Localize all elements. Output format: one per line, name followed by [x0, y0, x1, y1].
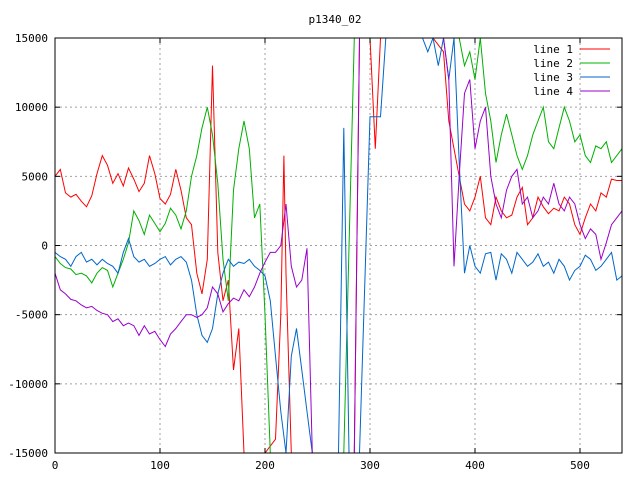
chart-title: p1340_02	[309, 13, 362, 26]
y-tick-label-4: 5000	[22, 170, 49, 183]
y-tick-label-3: 0	[41, 240, 48, 253]
series-line-4	[55, 38, 622, 453]
series-line-1	[55, 38, 622, 453]
legend-label-3: line 3	[533, 71, 573, 84]
grid-lines	[55, 38, 622, 453]
x-tick-label-2: 200	[255, 459, 275, 472]
series-line-2	[55, 38, 622, 453]
legend-label-1: line 1	[533, 43, 573, 56]
x-tick-label-1: 100	[150, 459, 170, 472]
legend-label-4: line 4	[533, 85, 573, 98]
series-line-3	[55, 38, 622, 453]
x-tick-label-3: 300	[360, 459, 380, 472]
legend-label-2: line 2	[533, 57, 573, 70]
y-tick-label-1: -10000	[8, 378, 48, 391]
axis-ticks: 0 100 200 300 400 500 -15000 -10000 -5000 0 5000 10…	[8, 32, 622, 472]
y-tick-label-5: 10000	[15, 101, 48, 114]
series-lines	[55, 38, 622, 453]
y-tick-label-2: -5000	[15, 309, 48, 322]
y-tick-label-6: 15000	[15, 32, 48, 45]
x-tick-label-4: 400	[465, 459, 485, 472]
y-tick-label-0: -15000	[8, 447, 48, 460]
x-tick-label-5: 500	[570, 459, 590, 472]
x-tick-label-0: 0	[52, 459, 59, 472]
